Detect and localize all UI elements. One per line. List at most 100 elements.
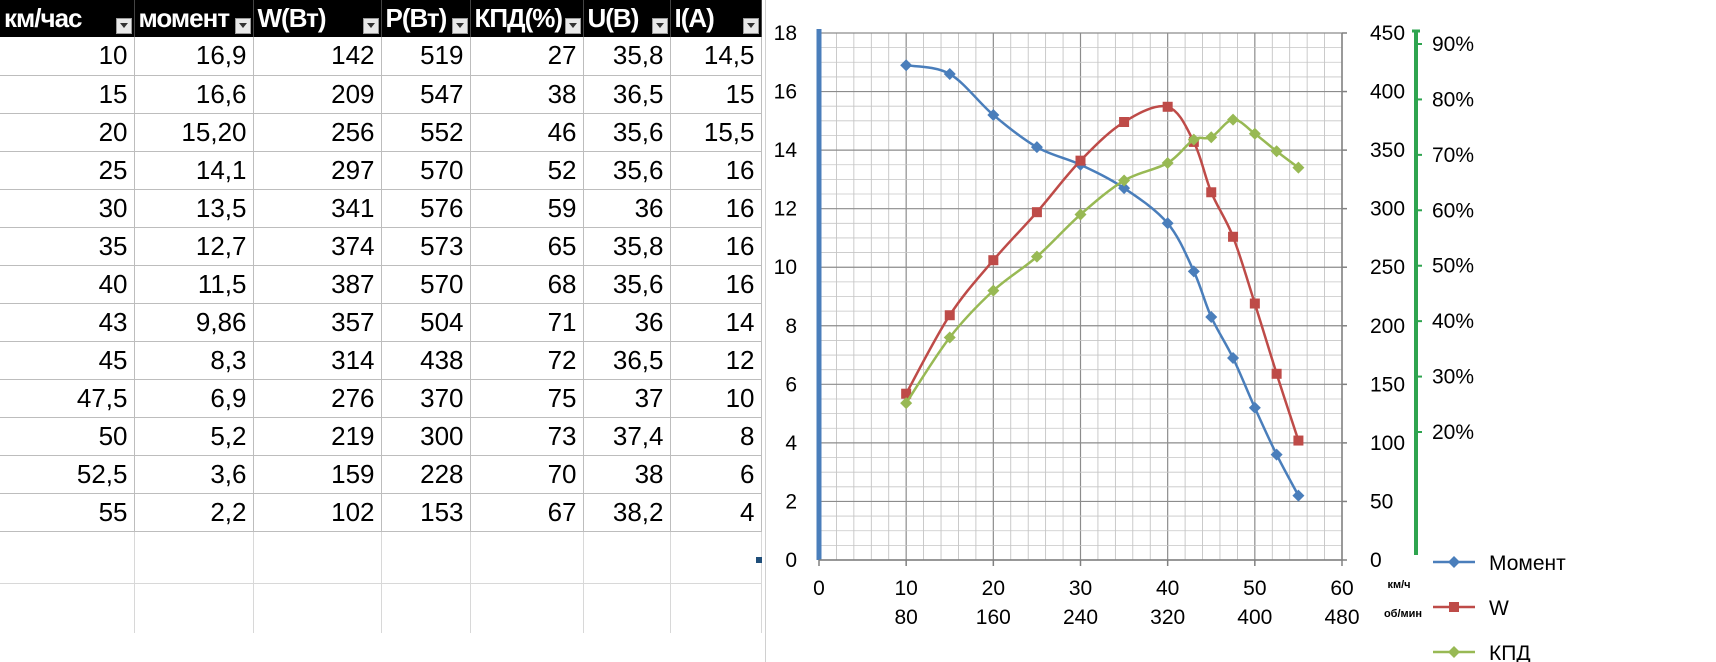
table-cell[interactable]: 36 (583, 303, 671, 342)
column-header[interactable]: P(Вт) (381, 0, 471, 37)
table-cell[interactable]: 341 (253, 189, 382, 228)
table-cell[interactable]: 16 (670, 227, 762, 266)
table-cell[interactable]: 8 (670, 417, 762, 456)
empty-cell[interactable] (253, 531, 382, 584)
table-cell[interactable]: 35 (0, 227, 135, 266)
empty-cell[interactable] (583, 531, 671, 584)
table-cell[interactable]: 14 (670, 303, 762, 342)
column-header[interactable]: I(A) (670, 0, 762, 37)
table-cell[interactable]: 55 (0, 493, 135, 532)
empty-cell[interactable] (670, 583, 762, 633)
filter-dropdown-icon[interactable] (651, 18, 668, 34)
table-cell[interactable]: 37 (583, 379, 671, 418)
table-cell[interactable]: 9,86 (134, 303, 254, 342)
table-cell[interactable]: 228 (381, 455, 471, 494)
table-cell[interactable]: 71 (470, 303, 584, 342)
table-cell[interactable]: 300 (381, 417, 471, 456)
table-cell[interactable]: 16 (670, 265, 762, 304)
empty-cell[interactable] (470, 583, 584, 633)
table-cell[interactable]: 52,5 (0, 455, 135, 494)
table-cell[interactable]: 35,6 (583, 113, 671, 152)
empty-cell[interactable] (670, 531, 762, 584)
table-cell[interactable]: 72 (470, 341, 584, 380)
table-cell[interactable]: 552 (381, 113, 471, 152)
table-cell[interactable]: 67 (470, 493, 584, 532)
table-cell[interactable]: 30 (0, 189, 135, 228)
table-cell[interactable]: 504 (381, 303, 471, 342)
table-cell[interactable]: 4 (670, 493, 762, 532)
table-cell[interactable]: 16,6 (134, 75, 254, 114)
table-cell[interactable]: 47,5 (0, 379, 135, 418)
table-cell[interactable]: 15 (670, 75, 762, 114)
table-cell[interactable]: 374 (253, 227, 382, 266)
table-cell[interactable]: 35,8 (583, 37, 671, 76)
table-cell[interactable]: 25 (0, 151, 135, 190)
table-cell[interactable]: 43 (0, 303, 135, 342)
table-cell[interactable]: 46 (470, 113, 584, 152)
filter-dropdown-icon[interactable] (742, 18, 759, 34)
table-cell[interactable]: 142 (253, 37, 382, 76)
empty-cell[interactable] (583, 583, 671, 633)
table-cell[interactable]: 16 (670, 189, 762, 228)
table-cell[interactable]: 11,5 (134, 265, 254, 304)
table-cell[interactable]: 38,2 (583, 493, 671, 532)
table-cell[interactable]: 65 (470, 227, 584, 266)
table-cell[interactable]: 35,8 (583, 227, 671, 266)
table-cell[interactable]: 59 (470, 189, 584, 228)
table-cell[interactable]: 38 (583, 455, 671, 494)
filter-dropdown-icon[interactable] (451, 18, 468, 34)
table-cell[interactable]: 14,5 (670, 37, 762, 76)
table-cell[interactable]: 16 (670, 151, 762, 190)
filter-dropdown-icon[interactable] (115, 18, 132, 34)
table-cell[interactable]: 570 (381, 151, 471, 190)
table-cell[interactable]: 16,9 (134, 37, 254, 76)
table-cell[interactable]: 370 (381, 379, 471, 418)
empty-cell[interactable] (0, 531, 135, 584)
table-cell[interactable]: 12,7 (134, 227, 254, 266)
table-cell[interactable]: 68 (470, 265, 584, 304)
table-cell[interactable]: 35,6 (583, 151, 671, 190)
table-cell[interactable]: 15,20 (134, 113, 254, 152)
empty-cell[interactable] (0, 583, 135, 633)
table-cell[interactable]: 570 (381, 265, 471, 304)
table-cell[interactable]: 52 (470, 151, 584, 190)
table-cell[interactable]: 159 (253, 455, 382, 494)
table-cell[interactable]: 6 (670, 455, 762, 494)
table-cell[interactable]: 438 (381, 341, 471, 380)
table-cell[interactable]: 576 (381, 189, 471, 228)
table-cell[interactable]: 13,5 (134, 189, 254, 228)
table-cell[interactable]: 70 (470, 455, 584, 494)
empty-cell[interactable] (381, 531, 471, 584)
table-cell[interactable]: 357 (253, 303, 382, 342)
empty-cell[interactable] (470, 531, 584, 584)
empty-cell[interactable] (134, 531, 254, 584)
filter-dropdown-icon[interactable] (564, 18, 581, 34)
table-cell[interactable]: 45 (0, 341, 135, 380)
table-cell[interactable]: 10 (670, 379, 762, 418)
column-header[interactable]: КПД(%) (470, 0, 584, 37)
table-cell[interactable]: 2,2 (134, 493, 254, 532)
column-header[interactable]: W(Вт) (253, 0, 382, 37)
table-cell[interactable]: 297 (253, 151, 382, 190)
table-cell[interactable]: 387 (253, 265, 382, 304)
table-cell[interactable]: 38 (470, 75, 584, 114)
table-cell[interactable]: 36 (583, 189, 671, 228)
table-cell[interactable]: 209 (253, 75, 382, 114)
table-cell[interactable]: 75 (470, 379, 584, 418)
table-cell[interactable]: 14,1 (134, 151, 254, 190)
column-header[interactable]: км/час (0, 0, 135, 37)
filter-dropdown-icon[interactable] (362, 18, 379, 34)
table-cell[interactable]: 6,9 (134, 379, 254, 418)
table-cell[interactable]: 314 (253, 341, 382, 380)
table-cell[interactable]: 3,6 (134, 455, 254, 494)
table-cell[interactable]: 73 (470, 417, 584, 456)
table-cell[interactable]: 36,5 (583, 341, 671, 380)
table-cell[interactable]: 50 (0, 417, 135, 456)
table-cell[interactable]: 573 (381, 227, 471, 266)
table-cell[interactable]: 10 (0, 37, 135, 76)
table-cell[interactable]: 36,5 (583, 75, 671, 114)
column-header[interactable]: U(B) (583, 0, 671, 37)
table-cell[interactable]: 547 (381, 75, 471, 114)
table-cell[interactable]: 8,3 (134, 341, 254, 380)
table-cell[interactable]: 519 (381, 37, 471, 76)
